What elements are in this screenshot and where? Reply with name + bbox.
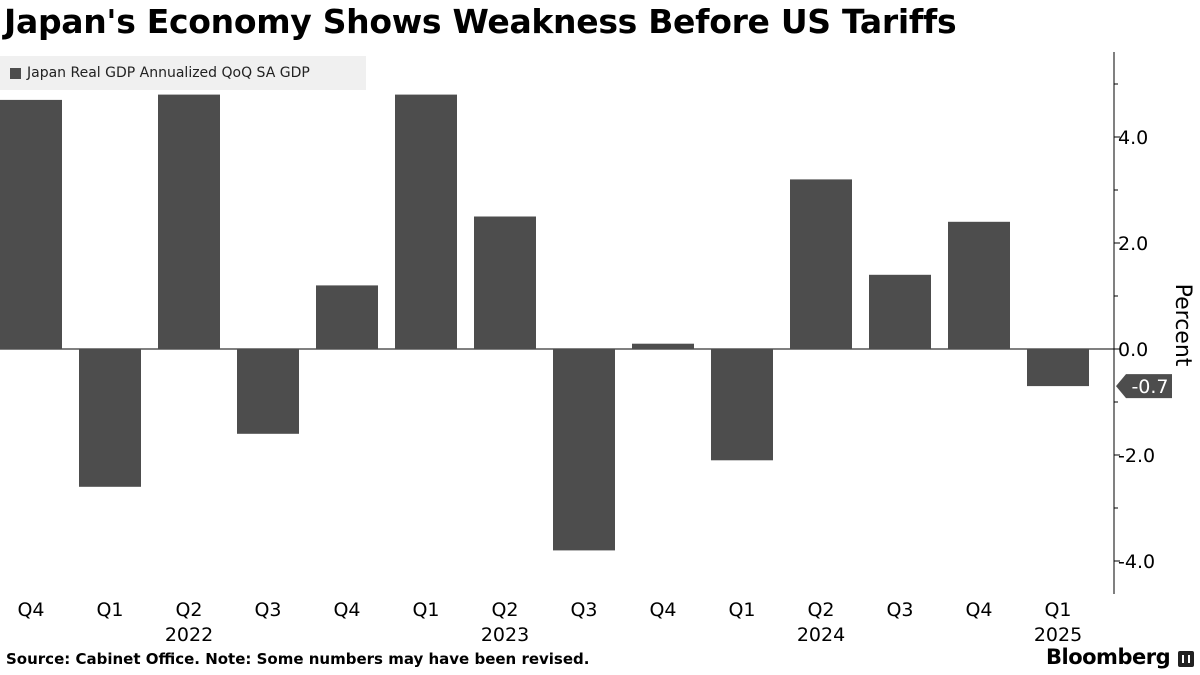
x-year-label: 2025 [1034, 624, 1082, 646]
bar [79, 349, 141, 487]
source-note: Source: Cabinet Office. Note: Some numbe… [6, 650, 590, 668]
x-tick-label: Q3 [886, 599, 913, 621]
y-tick-label: 0.0 [1118, 339, 1148, 361]
bar [1027, 349, 1089, 387]
bar [474, 216, 536, 349]
legend: Japan Real GDP Annualized QoQ SA GDP [0, 56, 366, 90]
bloomberg-terminal-icon [1178, 651, 1194, 667]
bar [316, 285, 378, 349]
x-tick-label: Q1 [1044, 599, 1071, 621]
x-tick-label: Q2 [175, 599, 202, 621]
bar [948, 221, 1010, 349]
x-tick-label: Q3 [570, 599, 597, 621]
x-tick-label: Q4 [965, 599, 992, 621]
y-axis-title: Percent [1170, 284, 1195, 367]
bar [553, 349, 615, 551]
last-value-label: -0.7 [1131, 376, 1168, 398]
bar [395, 94, 457, 349]
chart-title: Japan's Economy Shows Weakness Before US… [4, 2, 957, 41]
x-tick-label: Q2 [807, 599, 834, 621]
x-tick-label: Q4 [649, 599, 676, 621]
legend-swatch [10, 67, 21, 79]
x-year-label: 2022 [165, 624, 213, 646]
y-tick-label: -2.0 [1118, 445, 1155, 467]
x-tick-label: Q3 [254, 599, 281, 621]
x-tick-label: Q4 [17, 599, 44, 621]
bar [790, 179, 852, 349]
x-year-label: 2023 [481, 624, 529, 646]
y-tick-label: 2.0 [1118, 233, 1148, 255]
x-tick-label: Q1 [96, 599, 123, 621]
x-year-label: 2024 [797, 624, 845, 646]
bar [869, 274, 931, 349]
x-tick-label: Q2 [491, 599, 518, 621]
y-tick-label: -4.0 [1118, 551, 1155, 573]
bar [632, 343, 694, 349]
bar [0, 99, 62, 350]
x-tick-label: Q1 [412, 599, 439, 621]
y-tick-label: 4.0 [1118, 127, 1148, 149]
x-tick-label: Q1 [728, 599, 755, 621]
last-value-marker [1116, 374, 1172, 399]
legend-label: Japan Real GDP Annualized QoQ SA GDP [27, 65, 310, 81]
bar [237, 349, 299, 434]
bar [158, 94, 220, 349]
bloomberg-logo: Bloomberg [1046, 645, 1171, 669]
x-tick-label: Q4 [333, 599, 360, 621]
bar [711, 349, 773, 461]
